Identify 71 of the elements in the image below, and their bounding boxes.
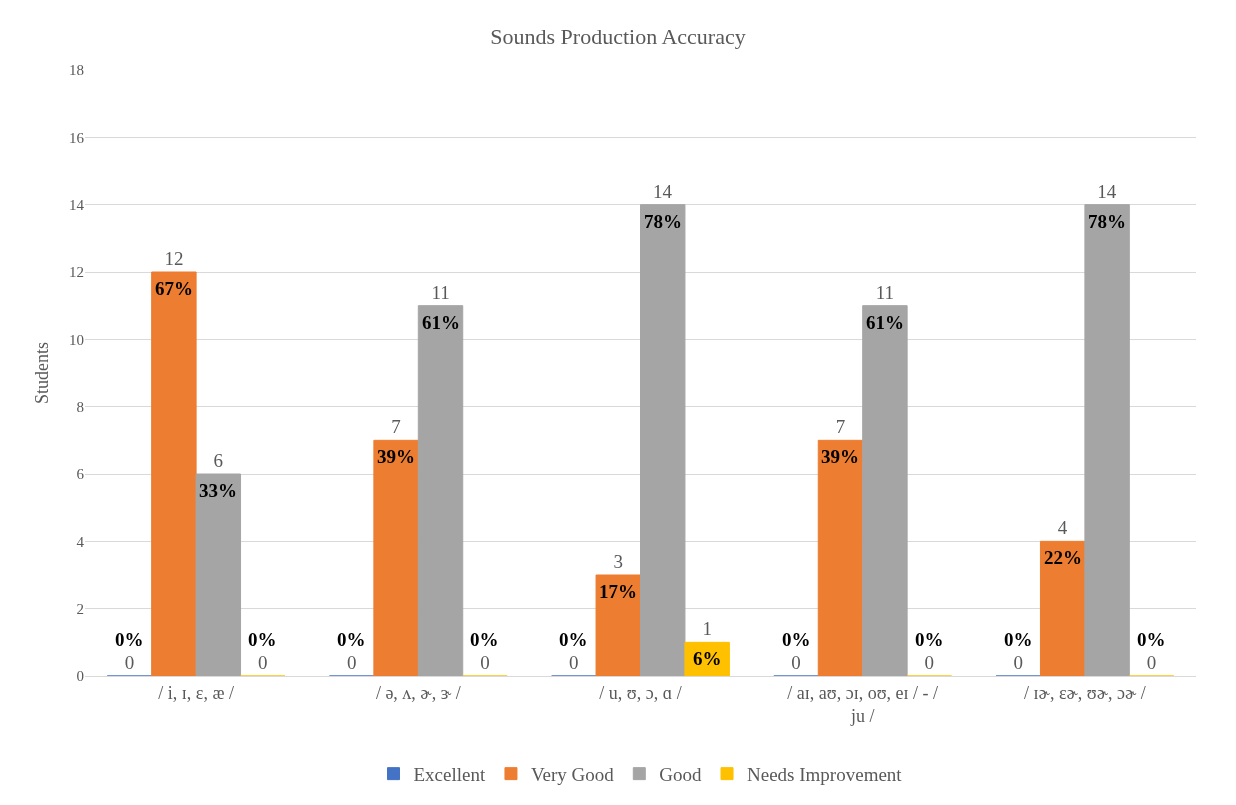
annotation: 6%	[693, 648, 722, 669]
annotation: 0%	[1004, 629, 1033, 650]
data-label: 4	[1057, 517, 1068, 539]
y-tick-label: 8	[76, 398, 84, 415]
x-tick-label: / ə, ʌ, ɚ, ɝ /	[375, 682, 461, 703]
y-tick-label: 12	[69, 264, 84, 281]
y-tick-label: 6	[76, 466, 85, 483]
data-label: 11	[875, 281, 895, 303]
bar	[862, 305, 908, 676]
y-tick-label: 18	[69, 62, 84, 79]
annotation: 39%	[821, 446, 859, 467]
data-label: 0	[258, 652, 268, 673]
annotation: 0%	[115, 629, 144, 650]
annotation: 0%	[248, 629, 277, 650]
annotation: 78%	[1088, 211, 1126, 232]
x-tick-label: / ɪɚ, ɛɚ, ʊɚ, ɔɚ /	[1024, 682, 1146, 703]
annotation: 61%	[422, 312, 460, 333]
annotation: 0%	[915, 629, 944, 650]
annotation: 17%	[599, 581, 637, 602]
bar	[595, 574, 641, 676]
legend-label: Excellent	[413, 764, 486, 786]
annotation: 33%	[199, 480, 237, 501]
y-tick-label: 10	[69, 331, 84, 348]
data-label: 7	[835, 416, 846, 438]
legend-label: Good	[659, 764, 703, 786]
annotation: 0%	[782, 629, 811, 650]
bar	[373, 439, 419, 676]
data-label: 0	[569, 652, 579, 673]
data-label: 0	[1146, 652, 1157, 673]
data-label: 0	[1013, 652, 1023, 673]
bar	[151, 271, 197, 676]
bar	[417, 305, 464, 676]
annotation: 0%	[470, 629, 499, 650]
data-label: 0	[791, 652, 801, 673]
annotation: 0%	[1137, 629, 1166, 650]
data-label: 14	[1097, 180, 1117, 202]
data-label: 3	[613, 551, 624, 572]
annotation: 39%	[377, 446, 415, 467]
y-tick-label: 0	[76, 668, 84, 685]
bar	[1084, 204, 1130, 676]
annotation: 78%	[644, 211, 682, 232]
data-label: 14	[652, 180, 673, 202]
annotation: 67%	[155, 278, 193, 299]
bar	[1039, 540, 1086, 676]
y-axis-title: Students	[32, 341, 53, 405]
y-tick-label: 2	[76, 600, 84, 617]
data-label: 0	[924, 652, 935, 673]
y-tick-label: 16	[69, 129, 85, 146]
data-label: 12	[164, 248, 184, 269]
data-label: 6	[213, 450, 224, 471]
chart-title: Sounds Production Accuracy	[490, 23, 746, 49]
legend-label: Very Good	[530, 764, 615, 786]
bar	[195, 473, 242, 676]
data-label: 0	[346, 652, 357, 673]
bar	[817, 439, 864, 676]
y-tick-label: 14	[69, 196, 85, 213]
legend-label: Needs Improvement	[747, 764, 903, 786]
x-tick-label: / aɪ, aʊ, ɔɪ, oʊ, eɪ / - / ju /	[787, 682, 939, 726]
x-tick-label: / i, ɪ, ɛ, æ /	[158, 682, 234, 703]
annotation: 0%	[559, 629, 588, 650]
data-label: 0	[124, 652, 135, 673]
x-tick-label: / u, ʊ, ɔ, ɑ /	[599, 682, 682, 703]
bar	[640, 204, 686, 676]
annotation: 22%	[1044, 547, 1082, 568]
data-label: 7	[391, 416, 401, 438]
y-tick-label: 4	[76, 533, 85, 550]
data-label: 11	[431, 281, 450, 303]
data-label: 0	[480, 652, 490, 673]
data-label: 1	[702, 618, 712, 640]
annotation: 0%	[337, 629, 366, 650]
annotation: 61%	[866, 312, 904, 333]
